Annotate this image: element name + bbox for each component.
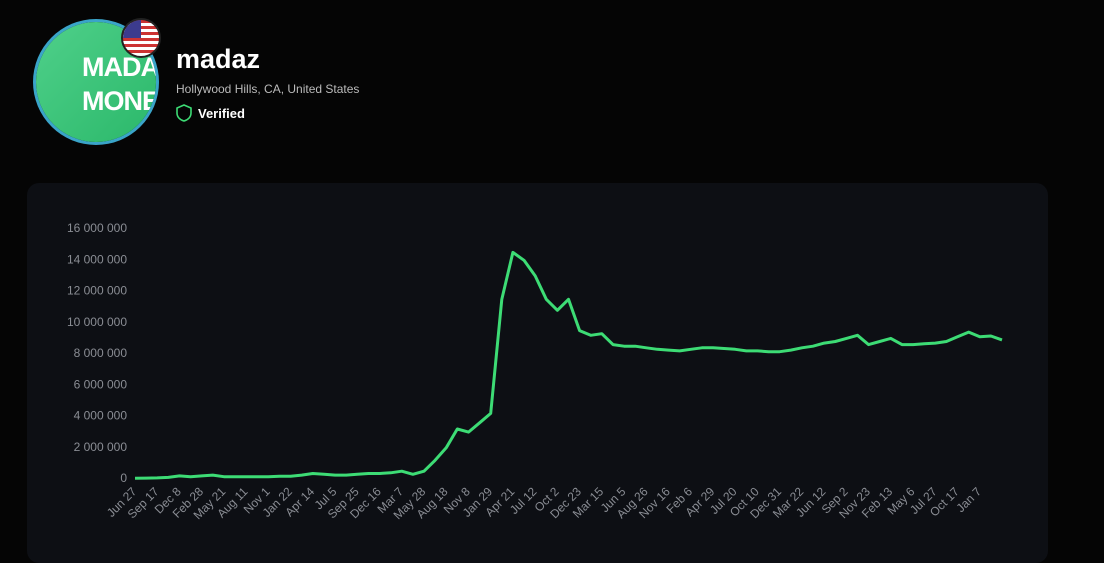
avatar-text: MONEY bbox=[82, 86, 156, 116]
profile-location: Hollywood Hills, CA, United States bbox=[176, 82, 360, 96]
y-tick-label: 2 000 000 bbox=[74, 440, 128, 454]
y-tick-label: 14 000 000 bbox=[67, 252, 127, 266]
y-tick-label: 10 000 000 bbox=[67, 315, 127, 329]
y-tick-label: 4 000 000 bbox=[74, 409, 128, 423]
line-series bbox=[134, 250, 1003, 480]
flag bbox=[121, 18, 161, 58]
y-tick-label: 6 000 000 bbox=[74, 377, 128, 391]
y-tick-label: 8 000 000 bbox=[74, 346, 128, 360]
verified-text: Verified bbox=[198, 105, 245, 121]
verified-badge: Verified bbox=[176, 104, 245, 122]
y-tick-label: 16 000 000 bbox=[67, 221, 127, 235]
y-tick-label: 0 bbox=[120, 471, 127, 485]
chart-card bbox=[27, 183, 1048, 563]
profile-name: madaz bbox=[176, 44, 261, 74]
y-tick-label: 12 000 000 bbox=[67, 284, 127, 298]
x-tick-label: Jan 7 bbox=[953, 484, 984, 515]
